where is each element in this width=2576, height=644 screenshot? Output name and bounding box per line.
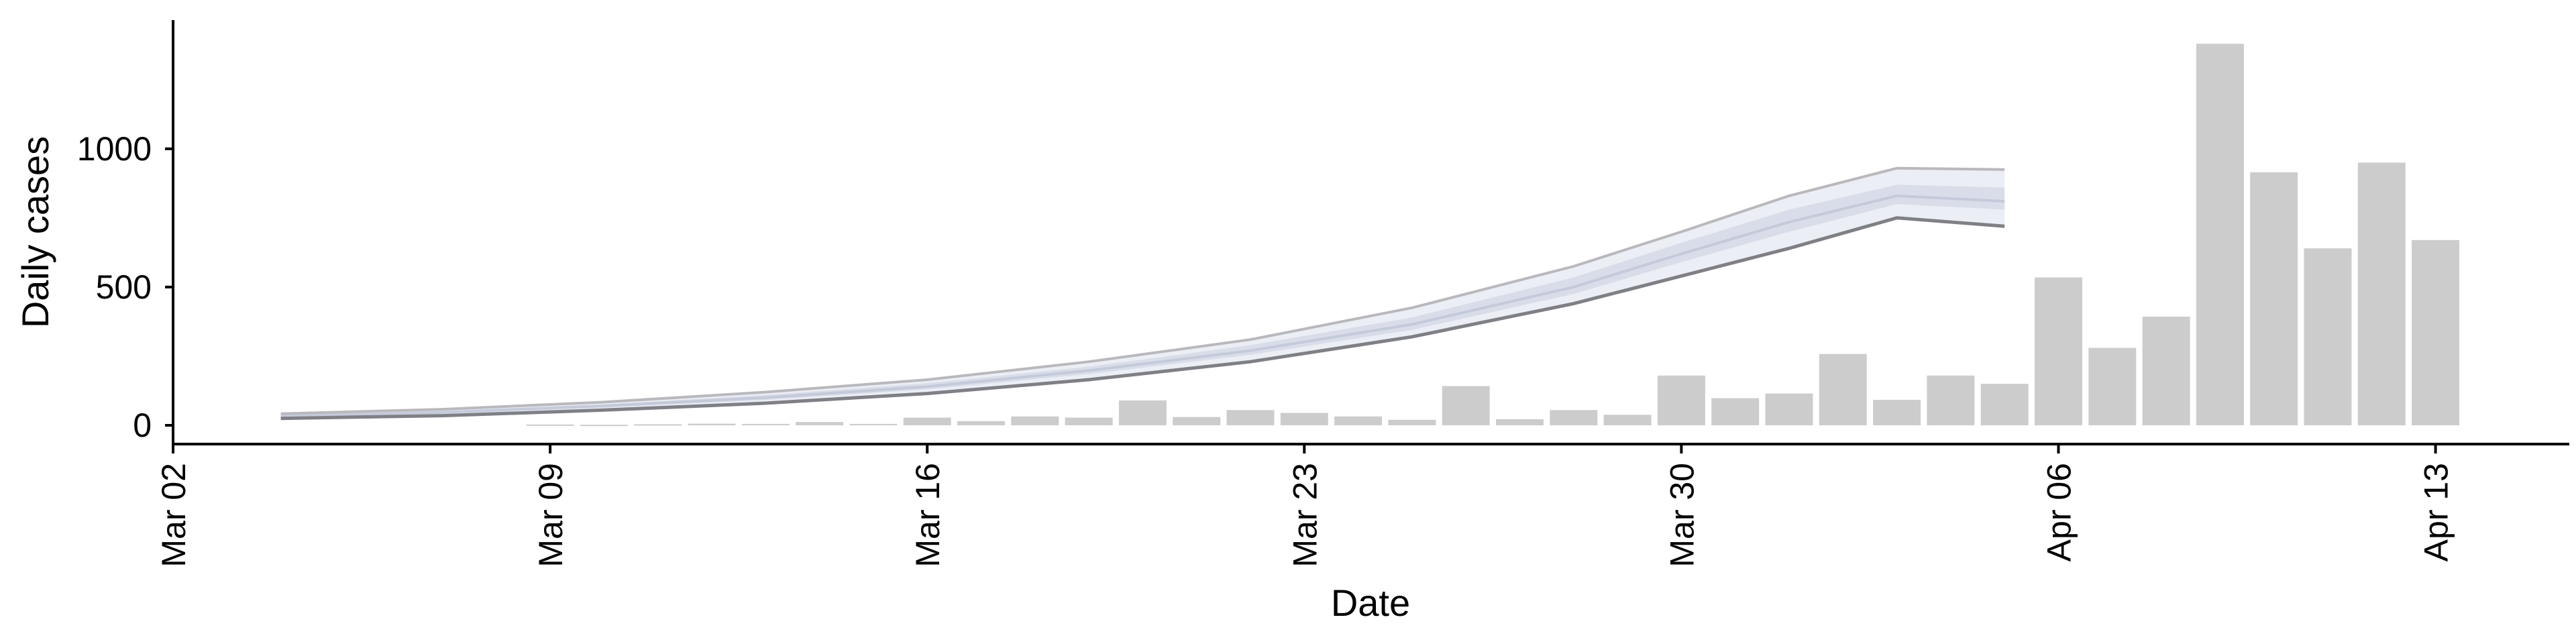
band-outer bbox=[280, 168, 2005, 419]
projection-band bbox=[280, 166, 2005, 421]
y-tick-label: 0 bbox=[133, 407, 152, 444]
band-upper-edge bbox=[280, 166, 2005, 415]
x-ticks: Mar 02 Mar 09 Mar 16 Mar 23 Mar 30 Apr 06 Apr … bbox=[155, 444, 2455, 568]
bar bbox=[1980, 384, 2029, 425]
bar bbox=[1765, 393, 1813, 425]
y-axis-title: Daily cases bbox=[14, 136, 56, 328]
bar bbox=[2357, 162, 2406, 425]
bar bbox=[580, 425, 628, 427]
bar bbox=[1334, 416, 1383, 425]
bar bbox=[634, 424, 682, 426]
bar bbox=[1603, 415, 1652, 425]
bar bbox=[1173, 417, 1221, 425]
y-tick-label: 1000 bbox=[77, 130, 152, 168]
bar bbox=[1118, 400, 1167, 425]
band-lower-edge bbox=[280, 216, 2005, 421]
band-inner bbox=[280, 184, 2005, 417]
bar bbox=[849, 423, 898, 425]
x-tick-label: Apr 13 bbox=[2418, 463, 2455, 561]
x-tick-label: Mar 16 bbox=[909, 463, 947, 568]
bar bbox=[1927, 375, 1975, 425]
x-tick-label: Mar 02 bbox=[155, 463, 193, 568]
bar bbox=[1280, 413, 1328, 425]
x-tick-label: Mar 30 bbox=[1663, 463, 1701, 568]
bar bbox=[1711, 398, 1760, 425]
x-tick-label: Mar 09 bbox=[532, 463, 570, 568]
bar bbox=[957, 421, 1005, 425]
y-tick-label: 500 bbox=[96, 268, 152, 306]
band-median-line bbox=[280, 194, 2005, 418]
bar bbox=[1550, 410, 1598, 425]
bar bbox=[1388, 419, 1436, 425]
x-tick-label: Apr 06 bbox=[2041, 463, 2078, 561]
bars bbox=[526, 44, 2460, 427]
y-ticks: 0 500 1000 bbox=[77, 130, 173, 444]
bar bbox=[2304, 248, 2352, 425]
bar bbox=[1065, 417, 1113, 425]
bar bbox=[526, 424, 574, 426]
bar bbox=[1442, 386, 1490, 425]
bar bbox=[1873, 400, 1921, 425]
x-tick-label: Mar 23 bbox=[1286, 463, 1324, 568]
bar bbox=[1011, 416, 1059, 425]
bar bbox=[2250, 172, 2298, 425]
bar bbox=[1496, 419, 1544, 425]
bar bbox=[1657, 375, 1705, 425]
axes bbox=[172, 20, 2569, 445]
bar bbox=[2035, 277, 2082, 425]
x-axis-title: Date bbox=[1331, 582, 1410, 624]
bar bbox=[2412, 239, 2460, 425]
bar bbox=[741, 423, 790, 425]
bar bbox=[2088, 347, 2137, 425]
bar bbox=[1226, 410, 1275, 425]
bar bbox=[688, 423, 736, 425]
bar bbox=[1819, 354, 1867, 425]
bar bbox=[2196, 44, 2244, 425]
bar bbox=[796, 422, 844, 425]
bar bbox=[903, 417, 951, 425]
bar bbox=[2142, 317, 2190, 425]
